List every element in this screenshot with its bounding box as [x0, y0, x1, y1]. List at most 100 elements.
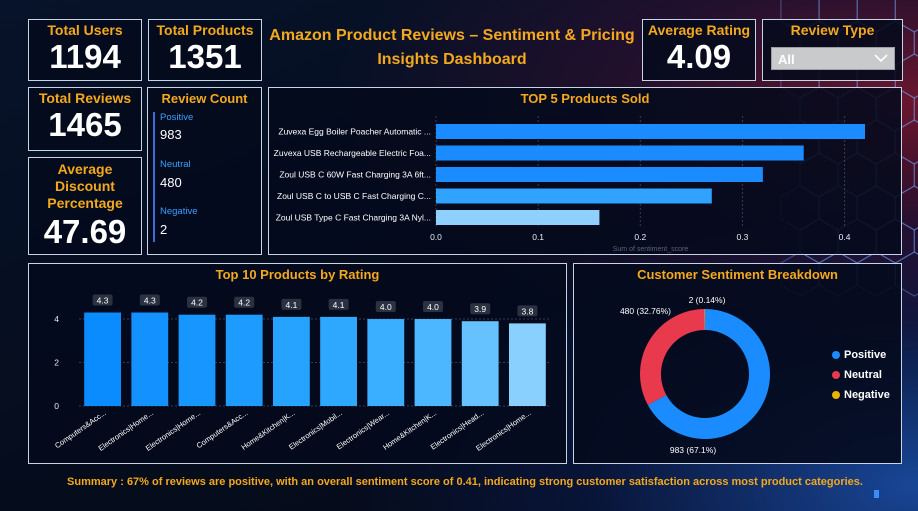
- legend-dot: [832, 391, 840, 400]
- y-tick-label: 0: [54, 401, 59, 411]
- slice[interactable]: [647, 309, 770, 439]
- category-label: Zoul USB C 60W Fast Charging 3A 6ft...: [279, 170, 431, 180]
- data-label-bg: [281, 298, 302, 310]
- kpi-title: Average Rating: [647, 22, 751, 38]
- category-label: Zuvexa USB Rechargeable Electric Foa...: [274, 148, 431, 158]
- y-tick-label: 4: [54, 314, 59, 324]
- bar[interactable]: [320, 316, 358, 406]
- filter-title: Review Type: [790, 22, 875, 38]
- bar[interactable]: [414, 319, 452, 406]
- data-label: 3.9: [474, 304, 486, 314]
- kpi-value: 4.09: [666, 38, 732, 75]
- top5-products-chart: TOP 5 Products Sold 0.0 0.1 0.2 0.3 0.4 Zuvex…: [268, 87, 902, 255]
- review-count-label: Negative: [160, 206, 198, 217]
- review-count-value: 983: [160, 127, 182, 142]
- category-label: Zoul USB Type C Fast Charging 3A Nyl...: [276, 213, 431, 223]
- y-tick-label: 2: [54, 358, 59, 368]
- review-count-divider: [153, 112, 155, 242]
- data-label: 4.0: [380, 302, 392, 312]
- bar[interactable]: [508, 323, 546, 406]
- kpi-value: 47.69: [43, 213, 127, 250]
- x-tick-label: 0.3: [737, 232, 749, 242]
- x-tick-label: 0.2: [634, 232, 646, 242]
- data-label-bg: [328, 298, 349, 310]
- x-tick-label: 0.0: [430, 232, 442, 242]
- data-label: 4.1: [285, 300, 297, 310]
- legend-label: Negative: [844, 389, 890, 401]
- kpi-value: 1351: [168, 38, 242, 75]
- dropdown-value: All: [778, 52, 795, 67]
- kpi-value: 1194: [49, 38, 121, 75]
- legend-label: Neutral: [844, 369, 882, 381]
- sentiment-donut-chart: 983 (67.1%) 480 (32.76%) 2 (0.14%): [620, 295, 770, 455]
- data-label-bg: [470, 303, 491, 315]
- legend-dot: [832, 351, 840, 360]
- top10-rating-chart: Top 10 Products by Rating 0 2 4 4.3 Computer…: [28, 263, 567, 464]
- kpi-title: Total Users: [47, 22, 123, 38]
- data-label: 4.1: [333, 300, 345, 310]
- kpi-value: 1465: [48, 106, 122, 143]
- legend-dot: [832, 371, 840, 380]
- data-label: 4.0: [427, 302, 439, 312]
- data-label-bg: [92, 294, 113, 306]
- kpi-title: Total Products: [156, 22, 254, 38]
- data-label: 4.3: [144, 296, 156, 306]
- bar[interactable]: [461, 321, 499, 406]
- review-count-value: 2: [160, 222, 168, 237]
- page-indicator: [874, 490, 879, 498]
- slice[interactable]: [640, 309, 705, 405]
- bar[interactable]: [225, 314, 263, 406]
- legend-item-positive: Positive: [832, 349, 886, 361]
- x-axis-label: Sum of sentiment_score: [613, 246, 689, 253]
- data-label-bg: [517, 305, 538, 317]
- bar[interactable]: [131, 312, 169, 406]
- data-label-bg: [375, 301, 396, 313]
- slice-label: 2 (0.14%): [689, 295, 726, 305]
- top5-bar-chart: 0.0 0.1 0.2 0.3 0.4 Zuvexa Egg Boiler Poacher…: [274, 116, 865, 253]
- bar[interactable]: [178, 314, 216, 406]
- data-label: 4.3: [97, 296, 109, 306]
- chart-title: Customer Sentiment Breakdown: [637, 267, 838, 282]
- slice-label: 983 (67.1%): [670, 445, 716, 455]
- review-count-panel: Review Count Positive 983 Neutral 480 Ne…: [147, 87, 262, 255]
- top10-bar-chart: 0244.3Computers&Acc...4.3Electronics|Hom…: [53, 294, 551, 453]
- data-label-bg: [139, 294, 160, 306]
- bar[interactable]: [367, 319, 405, 406]
- review-type-dropdown[interactable]: All: [771, 47, 895, 70]
- legend-item-negative: Negative: [832, 389, 890, 401]
- x-tick-label: 0.4: [839, 232, 851, 242]
- data-label-bg: [187, 296, 207, 308]
- review-count-label: Positive: [160, 112, 194, 123]
- bar[interactable]: [272, 316, 310, 406]
- review-count-value: 480: [160, 175, 182, 190]
- summary-text: Summary : 67% of reviews are positive, w…: [67, 476, 863, 488]
- kpi-total-reviews: Total Reviews 1465: [28, 87, 142, 151]
- legend-label: Positive: [844, 349, 887, 361]
- kpi-total-users: Total Users 1194: [28, 19, 142, 81]
- chart-title: TOP 5 Products Sold: [520, 91, 650, 106]
- x-tick-label: 0.1: [532, 232, 544, 242]
- kpi-average-discount: Average Discount Percentage 47.69: [28, 157, 142, 255]
- sentiment-breakdown-chart: Customer Sentiment Breakdown 983 (67.1%)…: [573, 263, 902, 464]
- chevron-down-icon: [874, 54, 888, 63]
- bar[interactable]: [436, 167, 763, 182]
- panel-title: Review Count: [161, 91, 248, 106]
- category-label: Zuvexa Egg Boiler Poacher Automatic ...: [278, 127, 431, 137]
- data-label-bg: [234, 296, 255, 308]
- bar[interactable]: [84, 312, 122, 406]
- bar[interactable]: [436, 145, 804, 161]
- legend-item-neutral: Neutral: [832, 369, 882, 381]
- bar[interactable]: [436, 124, 865, 139]
- data-label: 4.2: [238, 298, 250, 308]
- chart-title: Top 10 Products by Rating: [215, 267, 380, 282]
- bar[interactable]: [436, 210, 600, 225]
- slice[interactable]: [704, 309, 705, 331]
- category-label: Zoul USB C to USB C Fast Charging C...: [277, 191, 431, 201]
- slice-label: 480 (32.76%): [620, 306, 671, 316]
- page-title: Amazon Product Reviews – Sentiment & Pri…: [269, 27, 635, 68]
- kpi-average-rating: Average Rating 4.09: [642, 19, 756, 81]
- review-type-filter: Review Type All: [762, 19, 903, 81]
- data-label-bg: [423, 301, 443, 313]
- review-count-label: Neutral: [160, 159, 191, 170]
- bar[interactable]: [436, 188, 712, 204]
